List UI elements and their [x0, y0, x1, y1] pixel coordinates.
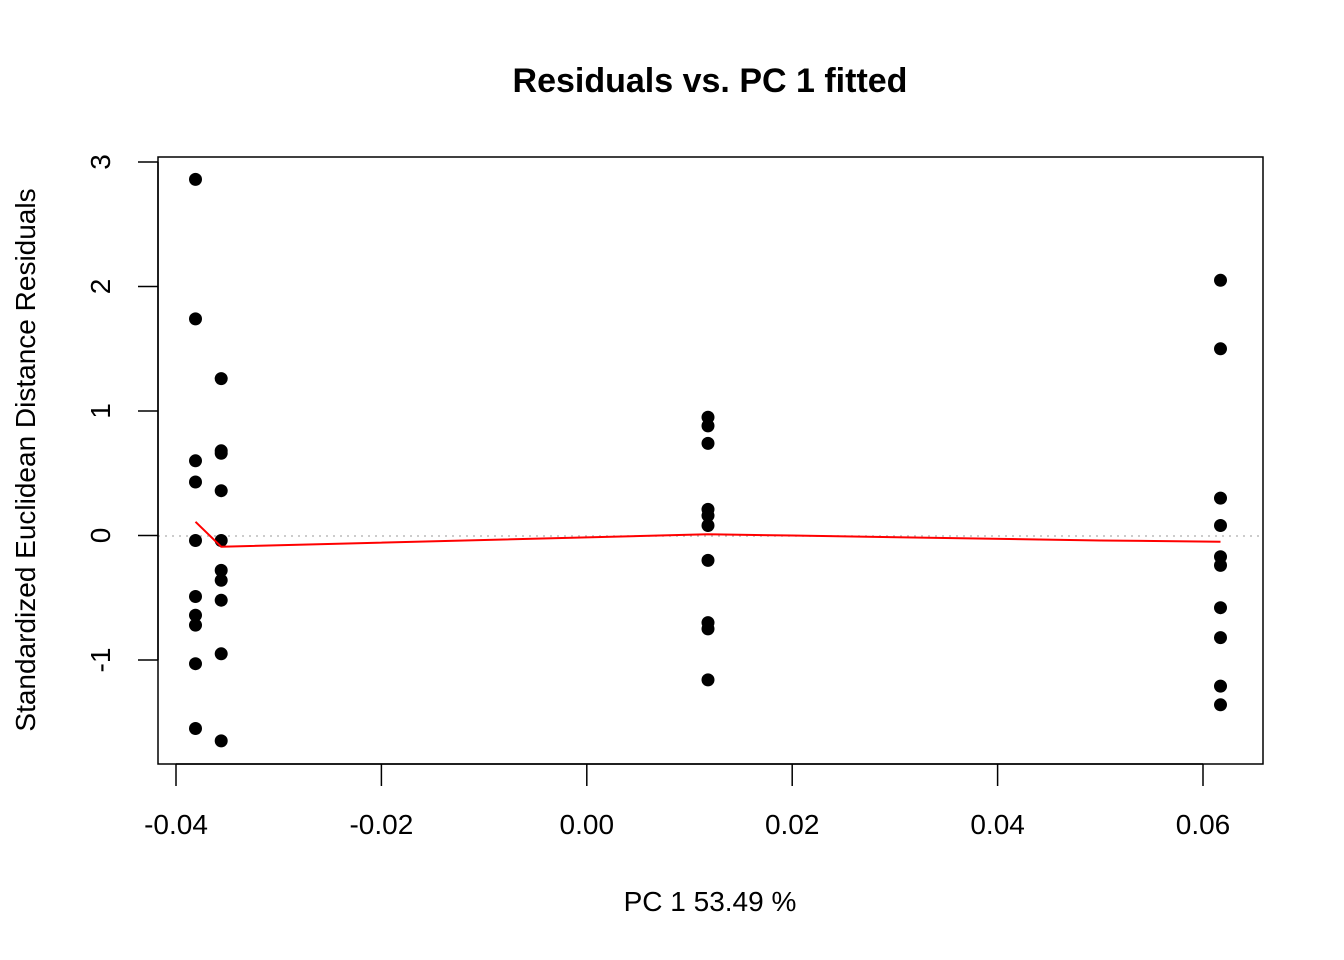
x-axis: -0.04 -0.02 0.00 0.02 0.04 0.06 [144, 763, 1231, 840]
data-point [214, 372, 228, 386]
data-point [214, 573, 228, 587]
data-point [1214, 519, 1227, 532]
data-point [214, 563, 228, 577]
data-point [189, 608, 202, 622]
data-point [189, 475, 202, 489]
data-point [701, 509, 715, 523]
data-point [1214, 273, 1227, 287]
data-point [1214, 558, 1227, 572]
y-tick-label: 1 [85, 403, 116, 419]
data-points [189, 172, 1227, 748]
data-point [214, 734, 228, 748]
data-point [1214, 601, 1227, 615]
data-point [701, 419, 715, 433]
data-point [701, 673, 715, 687]
data-point [189, 534, 202, 547]
data-point [214, 484, 228, 498]
x-tick-label: 0.06 [1176, 809, 1231, 840]
y-tick-label: -1 [85, 648, 116, 673]
data-point [701, 553, 715, 567]
data-point [189, 618, 202, 632]
data-point [189, 454, 202, 468]
data-point [189, 657, 202, 671]
data-point [1214, 679, 1227, 693]
data-point [1214, 491, 1227, 505]
data-point [1214, 631, 1227, 645]
data-point [1214, 698, 1227, 712]
y-tick-label: 2 [85, 279, 116, 295]
smooth-trend-line [194, 521, 1221, 548]
x-tick-label: -0.04 [144, 809, 208, 840]
data-point [189, 312, 202, 326]
y-tick-label: 3 [85, 154, 116, 170]
data-point [214, 534, 228, 547]
x-tick-label: 0.04 [970, 809, 1025, 840]
data-point [189, 722, 202, 735]
data-point [701, 436, 715, 450]
x-tick-label: 0.02 [765, 809, 820, 840]
x-axis-label: PC 1 53.49 % [624, 886, 797, 917]
data-point [1214, 342, 1227, 356]
y-axis-label: Standardized Euclidean Distance Residual… [10, 188, 41, 731]
data-point [189, 172, 202, 186]
y-tick-label: 0 [85, 528, 116, 544]
data-point [189, 590, 202, 603]
data-point [701, 622, 715, 636]
x-tick-label: -0.02 [349, 809, 413, 840]
data-point [701, 519, 715, 532]
x-tick-label: 0.00 [560, 809, 615, 840]
chart-title: Residuals vs. PC 1 fitted [513, 62, 908, 100]
plot-frame [157, 156, 1264, 765]
y-axis: -1 0 1 2 3 [85, 154, 159, 673]
data-point [214, 593, 228, 607]
data-point [214, 446, 228, 460]
data-point [214, 647, 228, 661]
